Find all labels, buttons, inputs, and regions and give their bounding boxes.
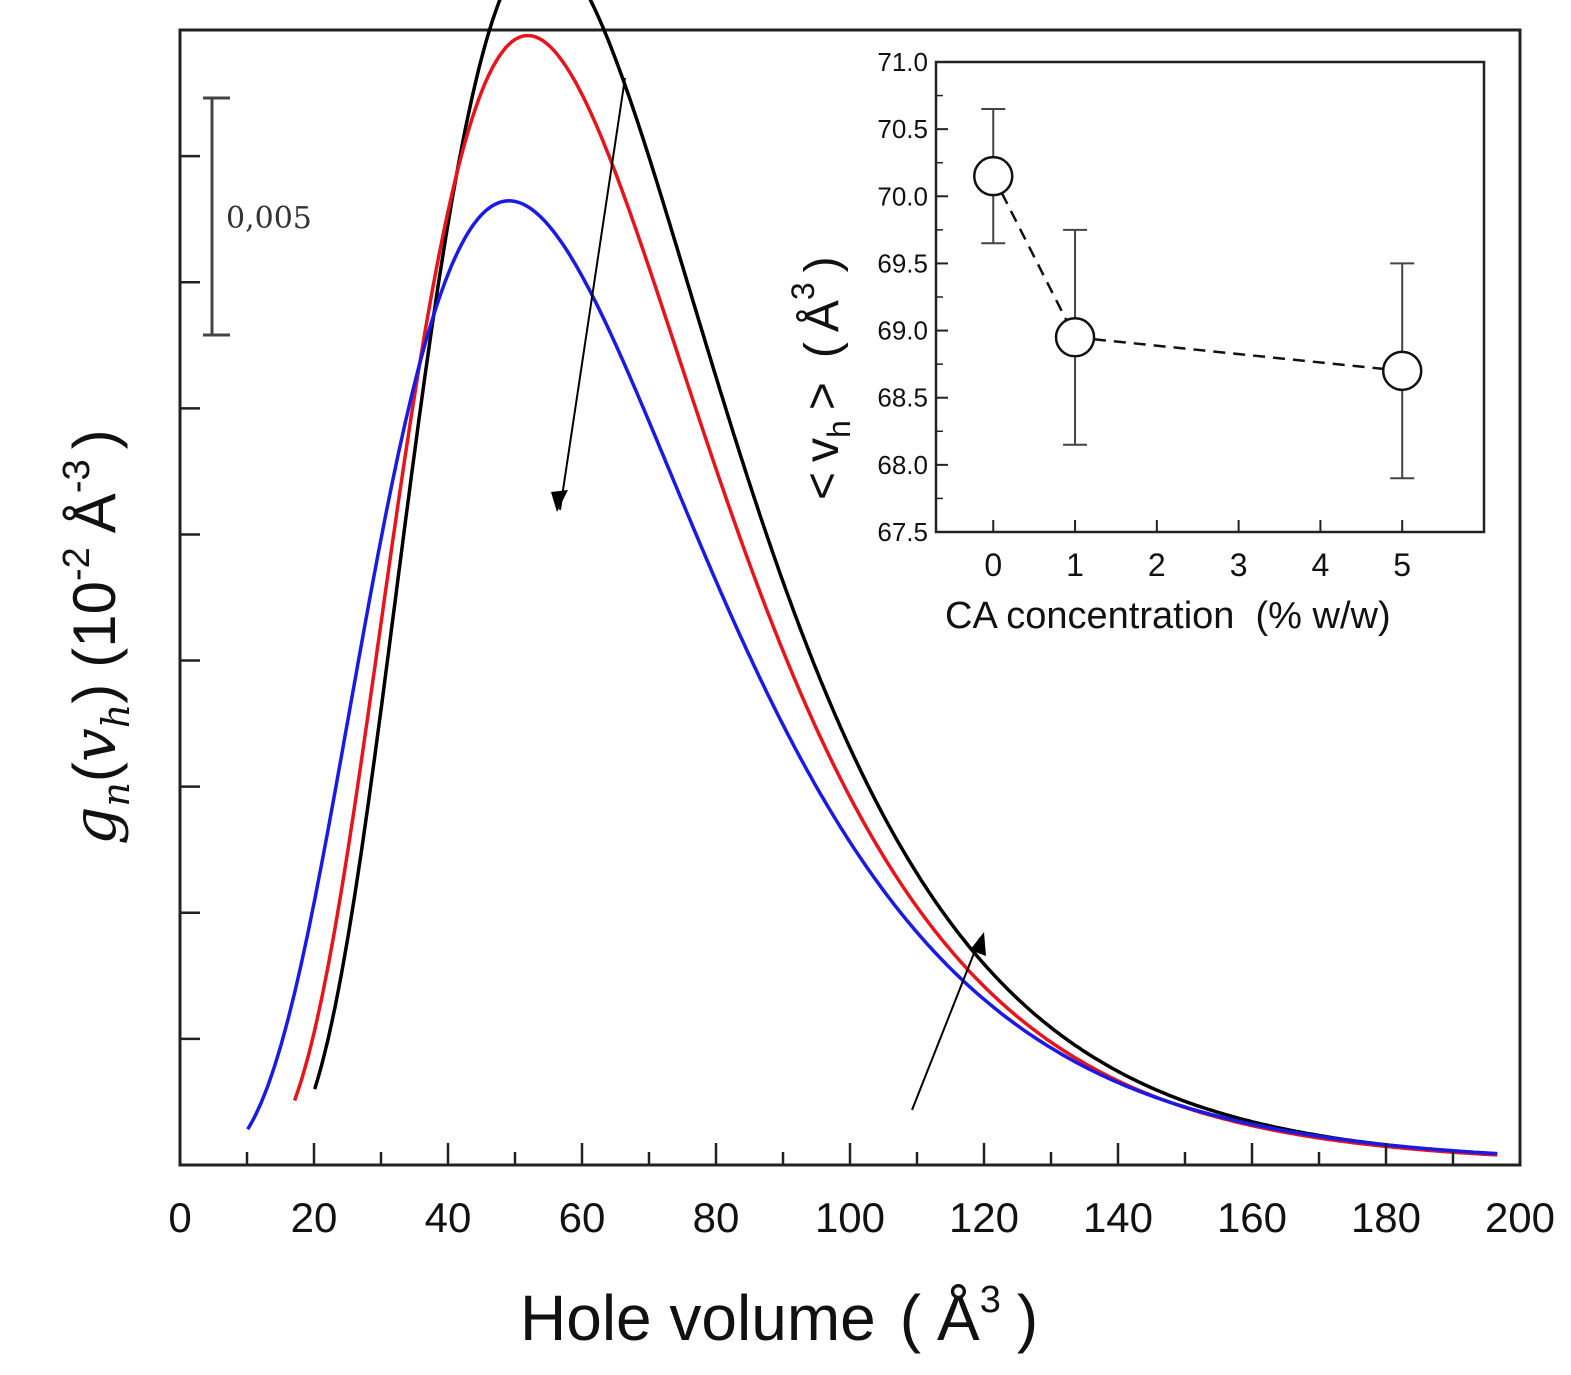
inset-x-tick-label: 3 [1230,547,1248,583]
peak-decrease-arrowhead [551,490,568,512]
main-y-axis-label: gn(vh)(10-2Å-3) [56,429,138,845]
main-x-tick-label: 200 [1485,1194,1555,1241]
main-x-tick-label: 80 [693,1194,740,1241]
main-curves [246,0,1498,1157]
inset-y-tick-label: 70.0 [877,181,928,211]
main-x-tick-label: 180 [1351,1194,1421,1241]
inset-y-tick-label: 71.0 [877,47,928,77]
inset-y-tick-label: 69.0 [877,316,928,346]
inset-x-ticks: 0 1 2 3 4 5 [984,520,1411,583]
inset-y-ticks: 67.5 68.0 68.5 69.0 69.5 70.0 70.5 71.0 [877,47,948,547]
inset-x-tick-label: 1 [1066,547,1084,583]
main-x-tick-label: 60 [559,1194,606,1241]
inset-x-tick-label: 0 [984,547,1002,583]
main-x-tick-label: 160 [1217,1194,1287,1241]
inset-y-tick-label: 70.5 [877,114,928,144]
main-x-tick-label: 100 [815,1194,885,1241]
inset-x-axis-label: CA concentration (% w/w) [945,595,1391,637]
svg-text:gn(vh)(10-2Å-3): gn(vh)(10-2Å-3) [56,429,138,845]
inset-y-tick-label: 68.0 [877,450,928,480]
main-x-tick-label: 120 [949,1194,1019,1241]
inset-y-tick-label: 68.5 [877,383,928,413]
inset-x-tick-label: 5 [1393,547,1411,583]
scale-bar: 0,005 [203,96,312,337]
inset-connector [1000,192,1068,321]
svg-text:<vh>(Å3): <vh>(Å3) [785,256,857,500]
main-y-ticks [180,154,200,1041]
main-x-axis-label: Hole volume(Å3) [520,1279,1038,1354]
inset-y-tick-label: 69.5 [877,248,928,278]
main-x-tick-label: 0 [168,1194,191,1241]
scale-bar-label: 0,005 [226,201,312,236]
inset-connector [1093,337,1384,371]
main-x-tick-label: 140 [1083,1194,1153,1241]
main-x-ticks: 0 20 40 60 80 100 120 140 160 180 200 [168,1143,1555,1241]
peak-decrease-arrow [559,77,626,511]
inset-x-tick-label: 4 [1312,547,1330,583]
inset-data-point [1381,350,1423,392]
inset-y-tick-label: 67.5 [877,517,928,547]
tail-increase-arrowhead [970,932,986,956]
distribution-curve-5-w-w [246,199,1498,1156]
inset-x-tick-label: 2 [1148,547,1166,583]
inset-data [973,108,1423,480]
tail-increase-arrow [911,937,981,1111]
inset-plot-frame [934,60,1486,534]
inset-data-point [1054,317,1096,358]
main-x-tick-label: 40 [425,1194,472,1241]
inset-y-axis-label: <vh>(Å3) [785,256,857,500]
inset-data-point [973,155,1014,197]
main-x-tick-label: 20 [291,1194,338,1241]
